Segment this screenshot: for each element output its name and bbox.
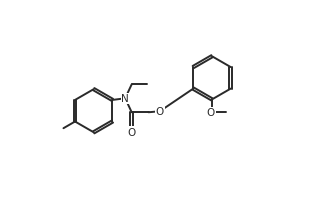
Text: O: O [207,108,215,118]
Text: O: O [127,127,136,137]
Text: N: N [121,94,129,104]
Text: O: O [156,107,164,117]
